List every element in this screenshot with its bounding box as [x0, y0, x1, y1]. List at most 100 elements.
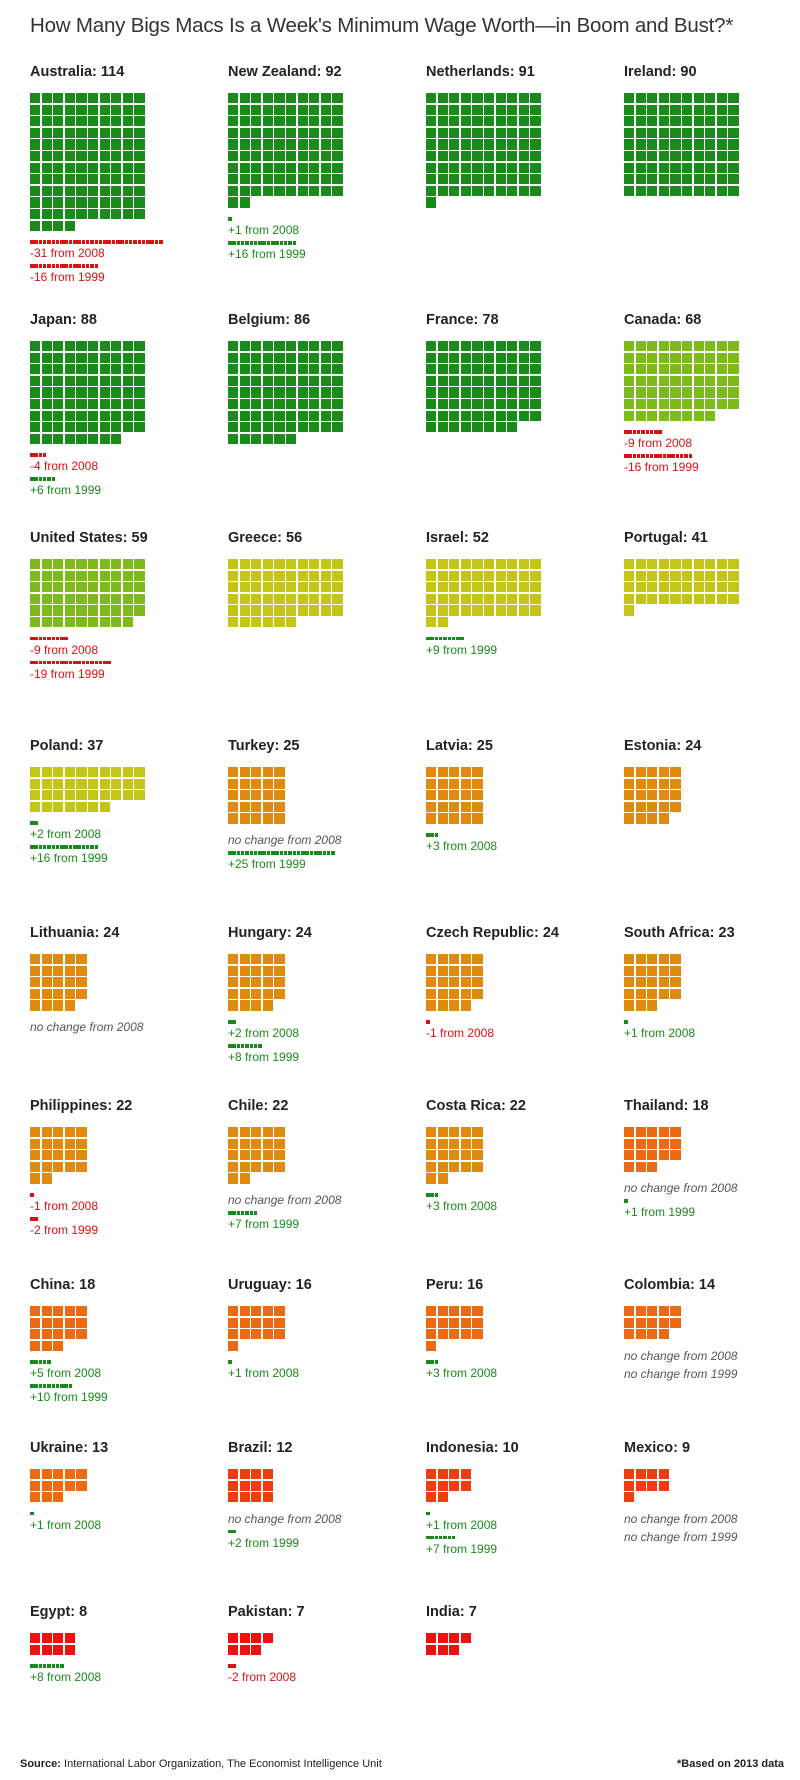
burger-square: [262, 1161, 274, 1173]
change-label: -2 from 2008: [228, 1670, 297, 1685]
burger-square: [472, 410, 483, 421]
change-square: [636, 454, 641, 458]
burger-square: [460, 162, 472, 173]
burger-square: [251, 422, 262, 433]
change-square: [51, 845, 55, 849]
change-bar: [228, 1020, 237, 1024]
burger-square: [76, 593, 87, 605]
burger-square: [53, 1633, 64, 1644]
burger-square: [111, 593, 122, 605]
burger-square: [670, 151, 681, 162]
change-bar: [228, 217, 232, 221]
burger-square: [30, 209, 41, 220]
waffle-grid: [624, 1306, 682, 1341]
burger-square: [426, 977, 437, 988]
burger-square: [484, 582, 495, 593]
burger-square: [507, 162, 518, 173]
burger-square: [262, 790, 274, 801]
change-square: [232, 1664, 236, 1668]
change-square: [30, 821, 34, 825]
burger-square: [274, 1150, 285, 1161]
change-square: [430, 1360, 434, 1364]
change-label: +2 from 2008: [228, 1026, 300, 1040]
burger-square: [716, 593, 728, 605]
burger-square: [76, 93, 87, 104]
burger-square: [228, 1492, 239, 1503]
burger-square: [624, 151, 635, 162]
burger-square: [449, 988, 460, 1000]
burger-square: [426, 965, 437, 976]
burger-square: [262, 185, 274, 197]
burger-square: [484, 399, 495, 410]
change-square: [55, 845, 60, 849]
waffle-grid: [228, 93, 344, 209]
burger-square: [297, 151, 308, 162]
burger-square: [274, 1317, 285, 1328]
burger-square: [262, 387, 274, 398]
change-square: [81, 264, 86, 268]
burger-square: [426, 116, 437, 127]
burger-square: [239, 778, 250, 789]
burger-square: [228, 1633, 239, 1644]
burger-square: [647, 965, 658, 976]
change-bar: [30, 821, 39, 825]
burger-square: [41, 433, 52, 445]
burger-square: [286, 593, 297, 605]
burger-square: [635, 570, 646, 581]
burger-square: [309, 399, 320, 410]
change-square: [430, 1535, 434, 1540]
burger-square: [624, 174, 635, 185]
change-square: [154, 240, 159, 244]
burger-square: [518, 116, 530, 127]
change-square: [111, 240, 116, 244]
burger-square: [53, 965, 64, 976]
burger-square: [30, 582, 41, 593]
burger-square: [99, 174, 110, 185]
change-square: [47, 1384, 51, 1388]
burger-square: [122, 162, 134, 173]
burger-square: [76, 778, 87, 789]
burger-square: [449, 1161, 460, 1173]
burger-square: [251, 954, 262, 965]
burger-square: [647, 1150, 658, 1161]
burger-square: [297, 570, 308, 581]
change-square: [266, 851, 271, 855]
burger-square: [111, 422, 122, 433]
burger-square: [426, 174, 437, 185]
change-square: [73, 660, 77, 665]
burger-square: [426, 422, 437, 433]
burger-square: [262, 151, 274, 162]
burger-square: [53, 1317, 64, 1328]
burger-square: [228, 387, 239, 398]
burger-square: [41, 422, 52, 433]
burger-square: [705, 185, 716, 197]
burger-square: [76, 422, 87, 433]
change-square: [301, 851, 305, 855]
burger-square: [122, 605, 134, 616]
burger-square: [239, 422, 250, 433]
burger-square: [41, 570, 52, 581]
burger-square: [647, 162, 658, 173]
burger-square: [228, 185, 239, 197]
burger-square: [262, 954, 274, 965]
change-label: -16 from 1999: [30, 270, 105, 285]
change-square: [430, 636, 434, 641]
burger-square: [658, 767, 670, 778]
burger-square: [53, 559, 64, 570]
burger-square: [495, 93, 506, 104]
burger-square: [320, 151, 332, 162]
burger-square: [658, 1306, 670, 1317]
burger-square: [41, 1492, 52, 1503]
burger-square: [274, 1138, 285, 1149]
change-square: [42, 264, 47, 268]
burger-square: [262, 162, 274, 173]
change-square: [253, 1044, 258, 1048]
change-square: [645, 430, 649, 434]
burger-square: [472, 1317, 483, 1328]
country-label: Pakistan: 7: [228, 1604, 305, 1620]
burger-square: [64, 1127, 76, 1138]
change-square: [331, 851, 335, 855]
burger-square: [53, 582, 64, 593]
burger-square: [53, 605, 64, 616]
burger-square: [426, 778, 437, 789]
